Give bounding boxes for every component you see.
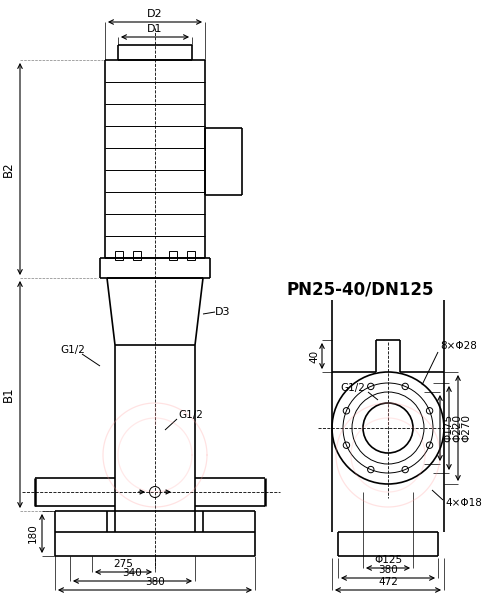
Text: B1: B1 [2,387,15,402]
Text: D3: D3 [215,307,230,317]
Text: 4×Φ18: 4×Φ18 [445,498,482,508]
Bar [115,251,123,260]
Text: B2: B2 [2,161,15,177]
Text: 275: 275 [114,559,134,569]
Text: 380: 380 [145,577,165,587]
Bar [187,251,195,260]
Text: G1/2: G1/2 [178,410,203,420]
Text: 40: 40 [309,349,319,362]
Text: 8×Φ28: 8×Φ28 [440,341,477,351]
Text: Φ220: Φ220 [452,414,462,442]
Text: Φ125: Φ125 [374,555,402,565]
Bar [133,251,141,260]
Text: G1/2: G1/2 [60,345,85,355]
Text: 380: 380 [378,565,398,575]
Text: G1/2: G1/2 [340,383,365,393]
Bar [169,251,177,260]
Text: D1: D1 [147,24,163,34]
Text: Φ175: Φ175 [443,414,453,442]
Text: Φ270: Φ270 [461,414,471,442]
Text: 472: 472 [378,577,398,587]
Text: 340: 340 [122,568,142,578]
Text: 180: 180 [28,524,38,544]
Text: D2: D2 [147,9,163,19]
Text: PN25-40/DN125: PN25-40/DN125 [286,281,434,299]
